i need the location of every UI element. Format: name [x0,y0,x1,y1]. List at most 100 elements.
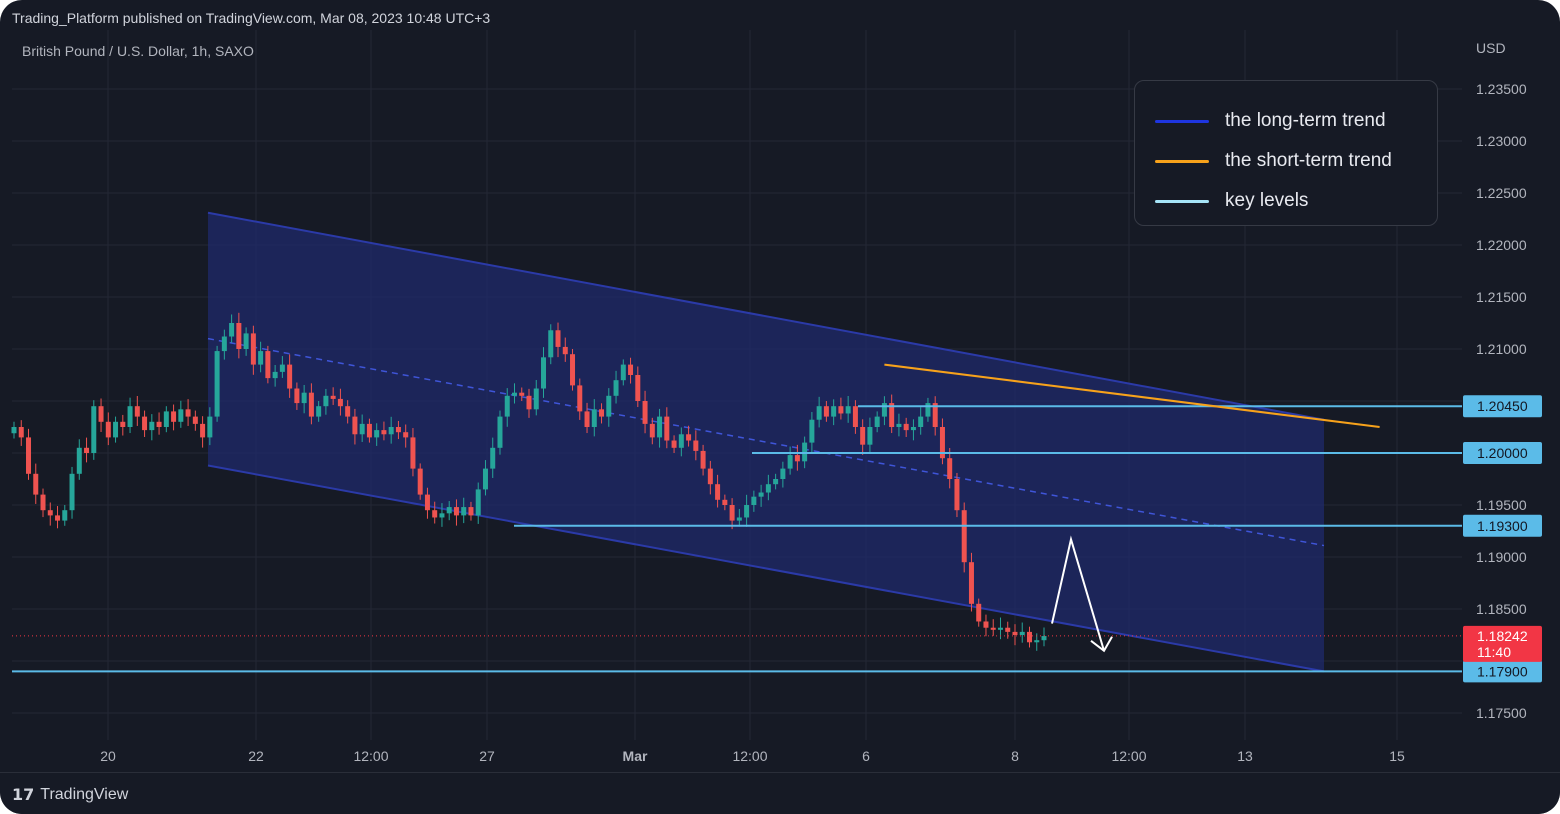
x-tick-label: 15 [1389,748,1405,764]
candle [751,490,757,512]
annotations [884,363,1380,653]
candle-body [446,507,452,514]
key-level-tag [1463,395,1542,418]
x-tick-label: 12:00 [353,748,388,764]
candle [896,413,902,437]
candle-body [599,409,605,417]
candle [171,404,177,431]
candle-body [918,416,924,427]
candle [845,396,851,423]
candle [69,466,75,519]
tradingview-logo[interactable]: 17 TradingView [12,785,128,804]
candle-body [330,395,336,399]
candle-body [881,403,887,417]
candle [715,474,721,508]
candle-body [323,395,329,407]
candle [1012,624,1018,646]
channel-fill [208,212,1324,672]
candle [11,421,17,439]
candle-body [562,346,568,355]
candle [84,437,90,463]
candle-body [983,621,989,628]
candle-body [838,406,844,414]
candle [758,484,764,507]
candle-body [236,323,242,349]
candle [272,365,278,387]
candle [707,460,713,495]
legend-label: key levels [1225,190,1309,211]
candle [76,439,82,480]
candle-body [954,479,960,511]
candle [417,463,423,500]
candle-body [628,364,634,375]
candle-body [715,484,721,500]
candle [838,397,844,420]
candle-body [185,409,191,417]
candle [1026,626,1032,648]
candle [403,424,409,448]
candle [359,414,365,442]
candle [628,357,634,384]
candle-body [736,517,742,521]
x-tick-label: 27 [479,748,495,764]
candle [961,502,967,573]
candle [548,324,554,365]
candle-body [490,447,496,469]
candle-body [925,403,931,417]
candle [134,396,140,426]
candle-body [26,437,32,474]
candle [55,506,61,529]
candle [490,437,496,478]
candle-body [729,505,735,521]
candle [26,428,32,480]
key-level-tag [1463,660,1542,683]
legend-swatch-short-term [1155,159,1209,163]
candle [98,398,104,432]
candle-body [1019,631,1025,635]
candle-body [468,507,474,516]
candle [214,345,220,422]
candle-body [620,364,626,381]
candle [221,329,227,360]
time-axis: 20 22 12:00 27 Mar 12:00 6 8 12:00 13 15 [100,748,1405,764]
candle-body [860,427,866,445]
candle [584,402,590,434]
candle-body [976,603,982,622]
candle-body [11,427,17,434]
candle-body [250,333,256,365]
tradingview-logo-icon: 17 [12,785,35,804]
candle [874,411,880,433]
candle-body [780,468,786,479]
candle-body [932,403,938,427]
current-price-label: 1.18242 [1477,628,1528,644]
candle-body [816,406,822,420]
candle-body [889,403,895,427]
symbol-label[interactable]: British Pound / U.S. Dollar, 1h, SAXO [22,43,254,59]
key-level-tag-label: 1.20000 [1477,445,1528,461]
publisher-info: Trading_Platform published on TradingVie… [12,10,491,26]
candle [541,347,547,398]
candle [424,487,430,519]
candle [976,598,982,627]
candle-body [308,392,314,417]
candle [606,388,612,427]
candle-body [765,484,771,493]
countdown-label: 11:40 [1477,644,1511,660]
candle [337,388,343,416]
candle [816,396,822,428]
candle [722,494,728,511]
candle [577,378,583,420]
candle-body [533,388,539,410]
candle [860,419,866,455]
legend-label: the long-term trend [1225,110,1386,131]
candle [287,354,293,398]
candle [649,417,655,445]
projection-arrowhead [1090,636,1113,653]
candle-body [18,427,24,438]
candle [330,387,336,405]
candle-body [243,333,249,349]
candle-body [192,416,198,424]
candle-body [287,364,293,389]
candle-body [47,510,53,516]
